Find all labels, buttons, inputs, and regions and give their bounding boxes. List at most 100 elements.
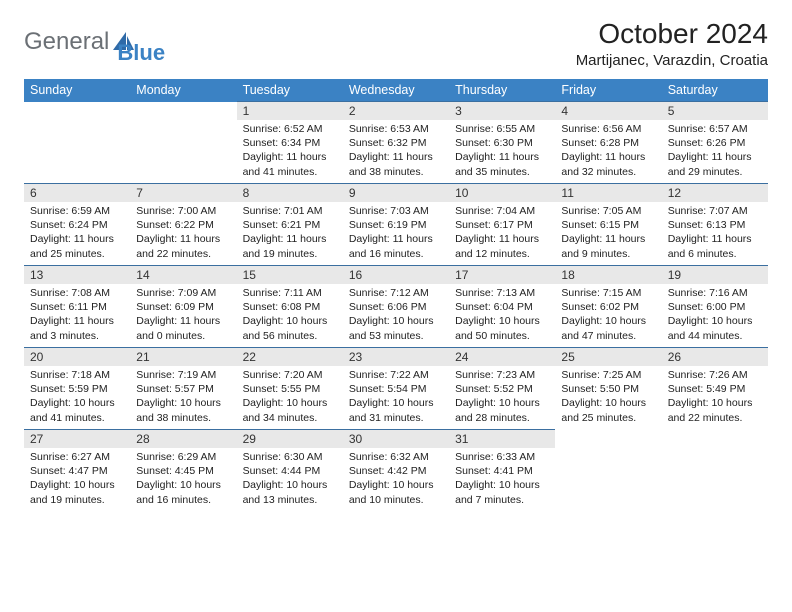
calendar-cell: 13Sunrise: 7:08 AMSunset: 6:11 PMDayligh… bbox=[24, 266, 130, 348]
day-number: 2 bbox=[343, 102, 449, 120]
sunset-line: Sunset: 4:47 PM bbox=[30, 464, 124, 478]
sunrise-line: Sunrise: 7:04 AM bbox=[455, 204, 549, 218]
day-number: 8 bbox=[237, 184, 343, 202]
day-details: Sunrise: 7:16 AMSunset: 6:00 PMDaylight:… bbox=[662, 284, 768, 347]
calendar-cell: 28Sunrise: 6:29 AMSunset: 4:45 PMDayligh… bbox=[130, 430, 236, 512]
day-header: Sunday bbox=[24, 79, 130, 102]
calendar-cell: 14Sunrise: 7:09 AMSunset: 6:09 PMDayligh… bbox=[130, 266, 236, 348]
daylight-line: Daylight: 11 hours and 35 minutes. bbox=[455, 150, 549, 178]
day-details: Sunrise: 7:12 AMSunset: 6:06 PMDaylight:… bbox=[343, 284, 449, 347]
calendar-cell: 22Sunrise: 7:20 AMSunset: 5:55 PMDayligh… bbox=[237, 348, 343, 430]
day-number: 4 bbox=[555, 102, 661, 120]
sunset-line: Sunset: 6:17 PM bbox=[455, 218, 549, 232]
daylight-line: Daylight: 10 hours and 25 minutes. bbox=[561, 396, 655, 424]
day-number: 1 bbox=[237, 102, 343, 120]
sunset-line: Sunset: 5:50 PM bbox=[561, 382, 655, 396]
day-number: 11 bbox=[555, 184, 661, 202]
page-subtitle: Martijanec, Varazdin, Croatia bbox=[576, 52, 768, 69]
calendar-cell: 1Sunrise: 6:52 AMSunset: 6:34 PMDaylight… bbox=[237, 102, 343, 184]
calendar-cell: 9Sunrise: 7:03 AMSunset: 6:19 PMDaylight… bbox=[343, 184, 449, 266]
sunset-line: Sunset: 6:24 PM bbox=[30, 218, 124, 232]
daylight-line: Daylight: 10 hours and 44 minutes. bbox=[668, 314, 762, 342]
sunset-line: Sunset: 6:22 PM bbox=[136, 218, 230, 232]
daylight-line: Daylight: 11 hours and 9 minutes. bbox=[561, 232, 655, 260]
calendar-cell bbox=[662, 430, 768, 512]
daylight-line: Daylight: 10 hours and 19 minutes. bbox=[30, 478, 124, 506]
day-number: 6 bbox=[24, 184, 130, 202]
calendar-cell: 2Sunrise: 6:53 AMSunset: 6:32 PMDaylight… bbox=[343, 102, 449, 184]
sunset-line: Sunset: 6:32 PM bbox=[349, 136, 443, 150]
calendar-cell: 23Sunrise: 7:22 AMSunset: 5:54 PMDayligh… bbox=[343, 348, 449, 430]
day-details: Sunrise: 7:25 AMSunset: 5:50 PMDaylight:… bbox=[555, 366, 661, 429]
sunset-line: Sunset: 5:52 PM bbox=[455, 382, 549, 396]
calendar-cell: 21Sunrise: 7:19 AMSunset: 5:57 PMDayligh… bbox=[130, 348, 236, 430]
day-number: 24 bbox=[449, 348, 555, 366]
calendar-cell: 30Sunrise: 6:32 AMSunset: 4:42 PMDayligh… bbox=[343, 430, 449, 512]
sunset-line: Sunset: 6:34 PM bbox=[243, 136, 337, 150]
sunset-line: Sunset: 6:28 PM bbox=[561, 136, 655, 150]
day-header: Saturday bbox=[662, 79, 768, 102]
sunrise-line: Sunrise: 7:03 AM bbox=[349, 204, 443, 218]
logo-text-blue: Blue bbox=[117, 40, 165, 66]
sunrise-line: Sunrise: 6:29 AM bbox=[136, 450, 230, 464]
sunrise-line: Sunrise: 7:18 AM bbox=[30, 368, 124, 382]
day-details: Sunrise: 7:04 AMSunset: 6:17 PMDaylight:… bbox=[449, 202, 555, 265]
day-details: Sunrise: 7:07 AMSunset: 6:13 PMDaylight:… bbox=[662, 202, 768, 265]
sunset-line: Sunset: 5:55 PM bbox=[243, 382, 337, 396]
day-number: 25 bbox=[555, 348, 661, 366]
sunset-line: Sunset: 5:54 PM bbox=[349, 382, 443, 396]
daylight-line: Daylight: 11 hours and 38 minutes. bbox=[349, 150, 443, 178]
day-number: 22 bbox=[237, 348, 343, 366]
sunset-line: Sunset: 4:41 PM bbox=[455, 464, 549, 478]
day-number: 29 bbox=[237, 430, 343, 448]
day-details: Sunrise: 7:19 AMSunset: 5:57 PMDaylight:… bbox=[130, 366, 236, 429]
calendar-row: 20Sunrise: 7:18 AMSunset: 5:59 PMDayligh… bbox=[24, 348, 768, 430]
calendar-cell bbox=[555, 430, 661, 512]
day-details: Sunrise: 7:11 AMSunset: 6:08 PMDaylight:… bbox=[237, 284, 343, 347]
sunset-line: Sunset: 6:00 PM bbox=[668, 300, 762, 314]
calendar-cell: 6Sunrise: 6:59 AMSunset: 6:24 PMDaylight… bbox=[24, 184, 130, 266]
day-header: Thursday bbox=[449, 79, 555, 102]
day-number: 15 bbox=[237, 266, 343, 284]
sunset-line: Sunset: 6:21 PM bbox=[243, 218, 337, 232]
day-number: 17 bbox=[449, 266, 555, 284]
sunset-line: Sunset: 6:19 PM bbox=[349, 218, 443, 232]
daylight-line: Daylight: 11 hours and 0 minutes. bbox=[136, 314, 230, 342]
daylight-line: Daylight: 10 hours and 16 minutes. bbox=[136, 478, 230, 506]
daylight-line: Daylight: 10 hours and 47 minutes. bbox=[561, 314, 655, 342]
sunrise-line: Sunrise: 7:15 AM bbox=[561, 286, 655, 300]
calendar-cell: 26Sunrise: 7:26 AMSunset: 5:49 PMDayligh… bbox=[662, 348, 768, 430]
logo: General Blue bbox=[24, 18, 165, 66]
day-number: 14 bbox=[130, 266, 236, 284]
sunrise-line: Sunrise: 6:56 AM bbox=[561, 122, 655, 136]
sunrise-line: Sunrise: 7:08 AM bbox=[30, 286, 124, 300]
calendar-cell: 11Sunrise: 7:05 AMSunset: 6:15 PMDayligh… bbox=[555, 184, 661, 266]
sunrise-line: Sunrise: 7:19 AM bbox=[136, 368, 230, 382]
day-number: 21 bbox=[130, 348, 236, 366]
sunrise-line: Sunrise: 7:00 AM bbox=[136, 204, 230, 218]
calendar-cell: 8Sunrise: 7:01 AMSunset: 6:21 PMDaylight… bbox=[237, 184, 343, 266]
day-details: Sunrise: 7:03 AMSunset: 6:19 PMDaylight:… bbox=[343, 202, 449, 265]
title-block: October 2024 Martijanec, Varazdin, Croat… bbox=[576, 18, 768, 69]
calendar-row: 6Sunrise: 6:59 AMSunset: 6:24 PMDaylight… bbox=[24, 184, 768, 266]
day-details: Sunrise: 7:13 AMSunset: 6:04 PMDaylight:… bbox=[449, 284, 555, 347]
daylight-line: Daylight: 10 hours and 13 minutes. bbox=[243, 478, 337, 506]
sunset-line: Sunset: 6:11 PM bbox=[30, 300, 124, 314]
day-number: 26 bbox=[662, 348, 768, 366]
sunrise-line: Sunrise: 6:33 AM bbox=[455, 450, 549, 464]
daylight-line: Daylight: 11 hours and 6 minutes. bbox=[668, 232, 762, 260]
daylight-line: Daylight: 10 hours and 53 minutes. bbox=[349, 314, 443, 342]
calendar-cell: 5Sunrise: 6:57 AMSunset: 6:26 PMDaylight… bbox=[662, 102, 768, 184]
calendar-header-row: SundayMondayTuesdayWednesdayThursdayFrid… bbox=[24, 79, 768, 102]
day-number: 18 bbox=[555, 266, 661, 284]
daylight-line: Daylight: 11 hours and 22 minutes. bbox=[136, 232, 230, 260]
sunrise-line: Sunrise: 7:13 AM bbox=[455, 286, 549, 300]
daylight-line: Daylight: 10 hours and 56 minutes. bbox=[243, 314, 337, 342]
day-details: Sunrise: 7:23 AMSunset: 5:52 PMDaylight:… bbox=[449, 366, 555, 429]
calendar-cell: 24Sunrise: 7:23 AMSunset: 5:52 PMDayligh… bbox=[449, 348, 555, 430]
header: General Blue October 2024 Martijanec, Va… bbox=[24, 18, 768, 69]
calendar-row: 27Sunrise: 6:27 AMSunset: 4:47 PMDayligh… bbox=[24, 430, 768, 512]
sunset-line: Sunset: 6:15 PM bbox=[561, 218, 655, 232]
day-details: Sunrise: 7:18 AMSunset: 5:59 PMDaylight:… bbox=[24, 366, 130, 429]
calendar-cell: 3Sunrise: 6:55 AMSunset: 6:30 PMDaylight… bbox=[449, 102, 555, 184]
